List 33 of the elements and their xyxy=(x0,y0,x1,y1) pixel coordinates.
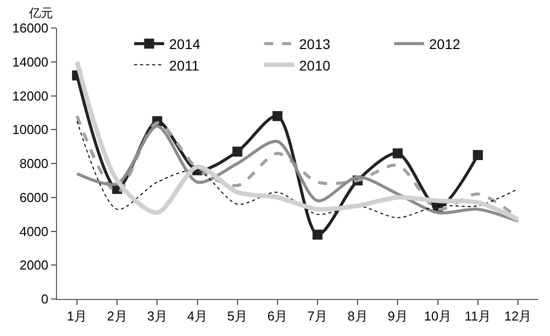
y-tick-label: 0 xyxy=(41,292,48,307)
legend-label: 2011 xyxy=(169,57,200,74)
y-tick-label: 4000 xyxy=(19,224,48,239)
y-tick-label: 8000 xyxy=(19,156,48,172)
y-axis-title: 亿元 xyxy=(28,6,53,20)
y-tick-label: 14000 xyxy=(12,54,48,70)
x-tick-label: 10月 xyxy=(424,308,452,324)
x-tick-label: 2月 xyxy=(107,308,128,324)
x-tick-label: 5月 xyxy=(227,308,248,324)
x-tick-label: 8月 xyxy=(348,308,368,324)
point xyxy=(232,146,242,157)
legend-label: 2014 xyxy=(169,36,201,52)
y-tick-label: 2000 xyxy=(19,258,48,273)
x-tick-label: 9月 xyxy=(388,308,408,324)
point xyxy=(472,150,483,160)
point xyxy=(392,148,403,158)
point xyxy=(272,111,282,122)
x-tick-label: 6月 xyxy=(267,308,288,324)
y-tick-label: 12000 xyxy=(12,88,48,104)
line-series xyxy=(74,60,520,222)
x-tick-label: 11月 xyxy=(464,308,492,324)
point xyxy=(312,230,323,240)
legend-label: 2012 xyxy=(429,36,461,52)
x-tick-label: 12月 xyxy=(504,308,532,324)
x-tick-label: 1月 xyxy=(66,308,88,324)
x-tick-label: 4月 xyxy=(187,308,208,324)
legend-label: 2010 xyxy=(299,57,331,74)
y-tick-label: 16000 xyxy=(12,20,48,36)
x-tick-label: 3月 xyxy=(147,308,168,324)
y-tick-label: 10000 xyxy=(12,122,48,138)
y-tick-label: 6000 xyxy=(19,190,48,205)
legend-label: 2013 xyxy=(299,36,331,52)
x-tick-label: 7月 xyxy=(307,308,328,324)
